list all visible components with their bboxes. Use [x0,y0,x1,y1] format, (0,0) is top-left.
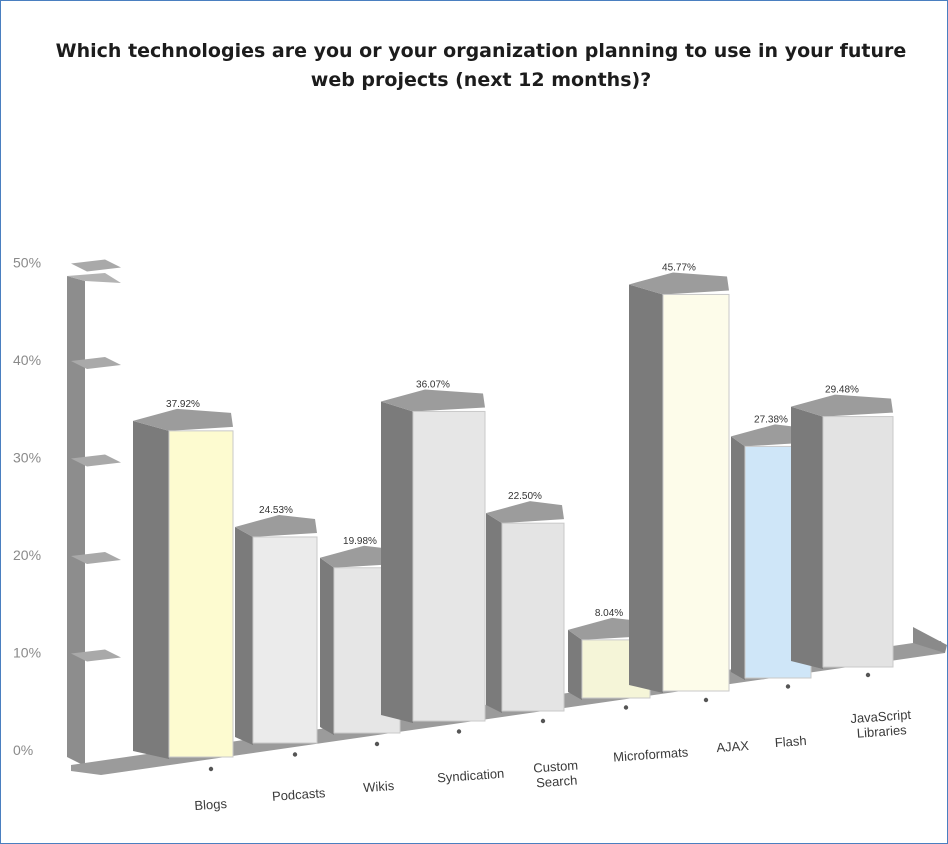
bar-front [252,536,318,744]
bar-front [412,410,486,722]
bar-top [235,514,317,537]
category-label: Flash [774,733,807,750]
category-dot [208,766,214,772]
bar-side [629,284,663,693]
bar-value-label: 22.50% [508,491,542,502]
category-label-line: Flash [774,733,807,750]
bar-side [381,401,413,723]
category-dot [785,684,791,689]
bar-front [822,416,894,668]
y-tick-label: 10% [13,645,41,661]
bar-side [486,513,502,713]
chart-title: Which technologies are you or your organ… [55,40,907,91]
bar-value-label: 37.92% [166,399,200,410]
bar-value-label: 29.48% [825,385,859,396]
category-label: Blogs [194,796,228,813]
category-label-line: Search [536,773,578,791]
axis-wall-top [67,273,121,283]
y-tick-shelf [71,552,121,564]
bar-value-label: 19.98% [343,536,377,547]
bar-top [320,545,400,568]
bar-side [791,406,823,669]
category-label: Podcasts [271,785,326,804]
bar-value-label: 24.53% [259,505,293,516]
bar-top [629,272,729,295]
category-dot [865,672,871,678]
bar-side [320,557,334,735]
bar-front [662,293,730,692]
bar-value-label: 27.38% [754,414,788,425]
category-label-line: JavaScript [850,707,912,726]
category-label-line: Custom [533,757,579,775]
chart-floor-end [913,627,947,653]
category-dot [623,705,629,710]
bar-front [168,430,234,758]
category-dot [292,752,298,757]
y-tick-shelf [71,357,121,369]
category-label-line: Blogs [194,796,228,813]
bar-top [133,408,233,431]
y-tick-label: 40% [13,352,41,368]
y-tick-label: 20% [13,547,41,563]
category-label-line: Microformats [613,744,689,764]
category-dot [374,741,380,747]
bar-front [501,522,565,712]
category-dot [540,718,546,724]
bar-side [133,420,169,759]
y-tick-label: 50% [13,255,41,271]
axis-wall-side [67,276,85,766]
category-label-line: Podcasts [271,785,326,804]
bar-value-label: 45.77% [662,262,696,273]
bar-side [731,436,745,680]
bar-side [235,526,253,745]
category-label-line: Wikis [363,778,396,795]
y-tick-shelf [71,454,121,467]
category-label: Microformats [613,744,689,764]
category-label: AJAX [716,738,750,755]
category-label: Syndication [437,766,505,786]
category-label: JavaScriptLibraries [850,707,913,741]
bar-top [381,389,485,412]
category-label: Wikis [363,778,396,795]
y-tick-label: 30% [13,450,41,466]
bar-side [568,629,582,700]
bar-value-label: 36.07% [416,379,450,390]
category-dot [456,729,462,734]
bar-top [486,501,564,524]
category-label-line: AJAX [716,738,750,755]
category-dot [703,697,709,703]
bar-top [791,394,893,417]
category-label-line: Libraries [856,722,907,740]
category-label: CustomSearch [533,757,580,790]
y-tick-label: 0% [13,742,33,758]
y-tick-shelf [71,259,121,272]
y-tick-shelf [71,649,121,662]
category-label-line: Syndication [437,766,505,786]
bar-value-label: 8.04% [595,608,623,619]
